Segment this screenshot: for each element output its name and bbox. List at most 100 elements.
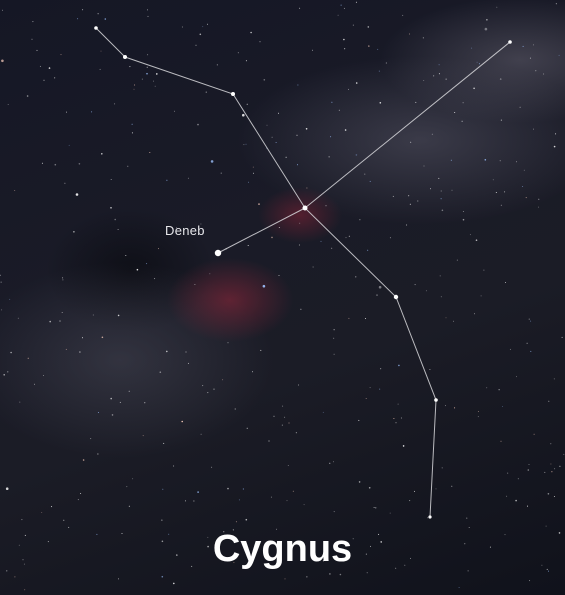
background-star [194,284,196,285]
background-star [312,266,314,268]
background-star [63,519,65,521]
background-star [54,77,56,79]
background-star [369,180,371,182]
background-star [259,41,261,43]
background-star [207,23,208,25]
background-star [533,44,534,46]
background-star [525,197,527,199]
star [434,398,438,402]
background-star [101,153,103,155]
background-star [499,160,501,162]
background-star [14,576,16,578]
background-star [329,462,331,464]
background-star [527,469,530,471]
background-star [368,487,371,489]
background-star [1,309,3,311]
background-star [10,351,12,354]
background-star [297,84,299,86]
background-star [312,49,313,51]
background-star [250,31,252,34]
background-star [141,78,143,80]
background-star [276,528,277,530]
background-star [49,320,51,323]
background-star [245,518,248,521]
background-star [425,290,427,292]
background-star [477,416,479,418]
background-star [24,534,26,536]
background-star [41,512,43,513]
background-star [54,163,57,166]
background-star [205,91,207,93]
background-star [136,268,139,271]
background-star [392,195,394,197]
background-star [232,529,234,531]
background-star [97,453,99,455]
background-star [522,186,524,187]
star [393,294,399,300]
background-star [355,82,358,84]
background-star [355,1,357,3]
background-star [427,517,429,519]
background-star [429,369,431,370]
background-star [246,103,248,105]
background-star [27,357,29,359]
background-star [331,101,333,103]
constellation-title: Cygnus [212,528,353,570]
background-star [300,308,302,310]
background-star [282,405,284,407]
star [428,515,432,519]
background-star [561,336,563,338]
background-star [469,234,471,236]
background-star [516,376,517,378]
background-star [284,416,286,418]
background-star [60,54,62,56]
background-star [500,204,502,206]
background-star [41,162,43,164]
background-star [478,63,480,65]
background-star [430,188,431,190]
background-star [127,165,129,167]
background-star [462,211,464,212]
background-star [266,124,268,126]
background-star [104,18,107,20]
background-star [220,172,222,174]
background-star [82,9,84,11]
neck-deneb-line [217,207,306,254]
background-star [48,67,51,69]
background-star [475,239,478,241]
background-star [348,317,350,319]
background-star [355,276,357,278]
background-star [555,133,557,135]
background-star [535,70,537,72]
background-star [298,384,300,386]
background-star [338,109,340,111]
background-star [68,526,70,528]
background-star [209,273,211,275]
background-star [207,536,209,538]
background-star [286,500,288,502]
background-star [161,575,164,578]
background-star [343,7,345,9]
background-star [39,65,41,67]
background-star [47,541,49,543]
background-star [299,7,301,9]
background-star [400,417,402,419]
background-star [271,136,273,138]
background-star [118,578,119,580]
background-star [65,348,67,350]
background-star [348,88,349,90]
background-star [439,275,441,277]
background-star [258,203,260,205]
background-star [185,351,187,353]
background-star [51,506,53,508]
background-star [7,371,9,373]
background-star [117,314,120,317]
background-star [1,59,4,63]
background-star [373,507,375,508]
background-star [278,227,280,228]
background-star [263,79,266,81]
background-star [314,560,316,562]
background-star [527,505,528,507]
background-star [322,411,324,413]
background-star [409,203,411,205]
